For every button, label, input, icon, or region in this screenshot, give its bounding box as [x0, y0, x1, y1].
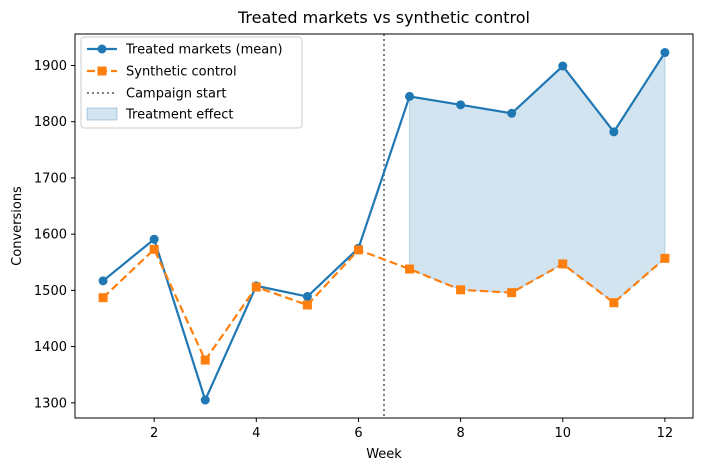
data-point	[302, 300, 312, 310]
data-point	[660, 253, 670, 263]
data-point	[405, 264, 415, 274]
data-point	[558, 259, 568, 269]
data-point	[660, 48, 670, 58]
data-point	[302, 292, 312, 302]
data-point	[507, 288, 517, 298]
data-point	[149, 234, 159, 244]
legend-label-effect: Treatment effect	[125, 108, 233, 123]
chart-title: Treated markets vs synthetic control	[237, 8, 530, 27]
legend-marker-treated	[97, 44, 107, 54]
data-point	[353, 245, 363, 255]
x-tick-label: 2	[150, 426, 158, 441]
data-point	[456, 100, 466, 110]
data-point	[98, 276, 108, 286]
legend-marker-synthetic	[97, 66, 107, 76]
y-tick-label: 1600	[34, 228, 67, 243]
axes-frame	[74, 33, 694, 419]
data-point	[149, 244, 159, 254]
data-point	[507, 108, 517, 118]
series-line-1	[102, 51, 666, 402]
x-axis-label: Week	[366, 447, 402, 462]
y-tick-label: 1400	[34, 340, 67, 355]
y-tick-label: 1500	[34, 284, 67, 299]
legend-swatch-effect	[86, 107, 118, 121]
data-point	[609, 127, 619, 137]
data-point	[200, 395, 210, 405]
x-tick-label: 6	[354, 426, 362, 441]
y-tick-label: 1900	[34, 59, 67, 74]
legend-label-synthetic: Synthetic control	[126, 65, 237, 80]
data-point	[251, 282, 261, 292]
data-point	[558, 61, 568, 71]
legend-label-treated: Treated markets (mean)	[125, 43, 283, 58]
data-point	[200, 355, 210, 365]
data-point	[456, 285, 466, 295]
legend-label-campaign: Campaign start	[126, 87, 226, 102]
y-tick-label: 1700	[34, 171, 67, 186]
x-tick-label: 12	[657, 426, 674, 441]
x-tick-label: 10	[554, 426, 571, 441]
legend-box	[80, 36, 303, 129]
x-tick-label: 8	[456, 426, 464, 441]
data-point	[609, 298, 619, 308]
y-axis-label: Conversions	[10, 186, 25, 266]
data-point	[405, 91, 415, 101]
plot-area: 2 4 6 8 10 12 1300 1400 1500 1600 1700 1800 1900	[34, 33, 694, 441]
legend: Treated markets (mean) Synthetic control C…	[80, 36, 303, 129]
y-tick-label: 1800	[34, 115, 67, 130]
y-tick-label: 1300	[34, 396, 67, 411]
series-line-2	[102, 248, 666, 362]
data-point	[98, 293, 108, 303]
x-tick-label: 4	[252, 426, 260, 441]
